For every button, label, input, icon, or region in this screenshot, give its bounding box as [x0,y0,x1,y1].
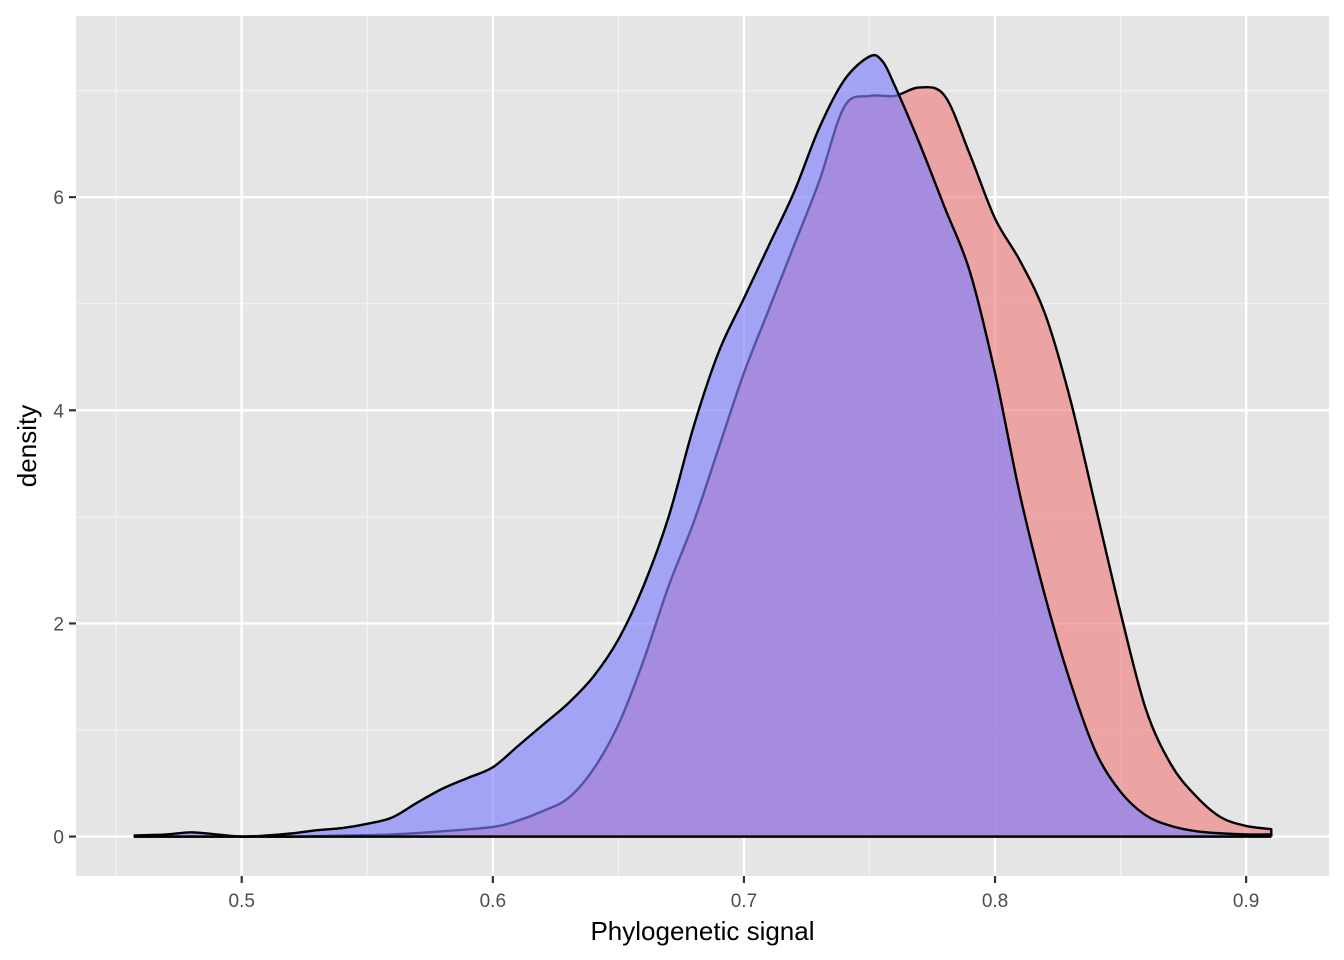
x-tick-label: 0.8 [982,891,1008,912]
x-tick-label: 0.6 [480,891,506,912]
x-axis-title: Phylogenetic signal [590,916,814,946]
y-axis-title: density [12,405,42,487]
y-tick-label: 0 [53,828,64,849]
x-tick-label: 0.5 [229,891,255,912]
density-areas [133,53,1273,838]
x-axis: 0.5 0.6 0.7 0.8 0.9 [229,876,1259,912]
density-area-2 [133,55,1272,837]
density-outline-2 [133,53,1273,838]
y-tick-label: 2 [53,614,64,635]
x-tick-label: 0.9 [1233,891,1259,912]
y-tick-label: 4 [53,401,64,422]
y-axis: 0 2 4 6 [53,188,76,849]
x-tick-label: 0.7 [731,891,757,912]
y-tick-label: 6 [53,188,64,209]
